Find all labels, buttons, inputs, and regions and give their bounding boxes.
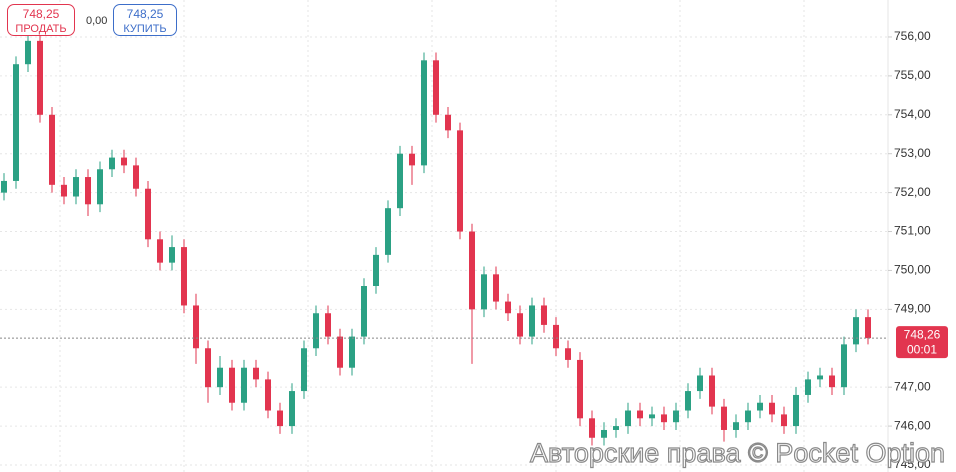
candle-body bbox=[637, 410, 643, 419]
candle-body bbox=[49, 114, 55, 185]
sell-price: 748,25 bbox=[22, 7, 60, 21]
candle-body bbox=[337, 336, 343, 368]
candle-body bbox=[217, 367, 223, 388]
candle-body bbox=[349, 336, 355, 368]
candle-body bbox=[661, 414, 667, 423]
candle-body bbox=[481, 274, 487, 310]
candle-body bbox=[601, 429, 607, 438]
candle-body bbox=[577, 359, 583, 419]
buy-price: 748,25 bbox=[126, 7, 164, 21]
candle-body bbox=[313, 313, 319, 349]
y-tick-label: 750,00 bbox=[894, 263, 931, 277]
candle-body bbox=[769, 402, 775, 415]
candle-body bbox=[613, 426, 619, 430]
candle-body bbox=[733, 422, 739, 430]
candle-body bbox=[493, 274, 499, 302]
candle-body bbox=[709, 375, 715, 407]
candle-body bbox=[109, 157, 115, 170]
candle-body bbox=[469, 231, 475, 310]
candle-body bbox=[169, 247, 175, 263]
candle-body bbox=[673, 410, 679, 423]
candle-body bbox=[781, 414, 787, 427]
candle-body bbox=[205, 348, 211, 388]
candle-body bbox=[37, 40, 43, 115]
candle-body bbox=[697, 375, 703, 392]
candle-body bbox=[421, 60, 427, 166]
buy-button[interactable]: 748,25 КУПИТЬ bbox=[113, 4, 177, 36]
candle-body bbox=[385, 208, 391, 255]
y-tick-label: 754,00 bbox=[894, 107, 931, 121]
candle-body bbox=[1, 180, 7, 193]
candle-body bbox=[289, 391, 295, 427]
y-tick-label: 756,00 bbox=[894, 29, 931, 43]
candle-body bbox=[589, 418, 595, 438]
candle-body bbox=[649, 414, 655, 419]
current-price-label: 748,26 bbox=[904, 327, 941, 341]
y-tick-label: 749,00 bbox=[894, 302, 931, 316]
candle-body bbox=[505, 301, 511, 314]
candle-body bbox=[229, 367, 235, 403]
candle-body bbox=[841, 344, 847, 388]
candle-body bbox=[13, 64, 19, 181]
candle-body bbox=[529, 305, 535, 337]
candle-body bbox=[457, 130, 463, 232]
candle-body bbox=[181, 247, 187, 306]
candle-body bbox=[817, 375, 823, 380]
candle-body bbox=[409, 153, 415, 166]
candle-body bbox=[265, 379, 271, 411]
candle-body bbox=[241, 367, 247, 403]
candle-body bbox=[373, 254, 379, 287]
spread: 0,00 bbox=[86, 15, 108, 27]
y-tick-label: 746,00 bbox=[894, 418, 931, 432]
y-tick-label: 747,00 bbox=[894, 379, 931, 393]
timer-label: 00:01 bbox=[907, 342, 937, 356]
buy-label: КУПИТЬ bbox=[123, 23, 167, 35]
price-label-box bbox=[896, 326, 948, 359]
candle-body bbox=[793, 394, 799, 427]
candle-body bbox=[193, 305, 199, 349]
candle-body bbox=[277, 410, 283, 427]
candle-body bbox=[829, 375, 835, 388]
candle-body bbox=[625, 410, 631, 427]
y-tick-label: 752,00 bbox=[894, 185, 931, 199]
candle-body bbox=[541, 305, 547, 325]
candle-body bbox=[745, 410, 751, 423]
candle-body bbox=[517, 313, 523, 337]
sell-button[interactable]: 748,25 ПРОДАТЬ bbox=[7, 4, 75, 36]
sell-label: ПРОДАТЬ bbox=[15, 23, 67, 35]
candle-body bbox=[85, 177, 91, 205]
candle-body bbox=[565, 348, 571, 360]
y-tick-label: 751,00 bbox=[894, 224, 931, 238]
candle-body bbox=[553, 324, 559, 349]
y-tick-label: 745,00 bbox=[894, 457, 931, 471]
y-tick-label: 753,00 bbox=[894, 146, 931, 160]
candle-body bbox=[721, 406, 727, 430]
candle-body bbox=[865, 317, 871, 339]
candle-body bbox=[853, 317, 859, 345]
candle-body bbox=[805, 379, 811, 395]
candle-body bbox=[445, 114, 451, 131]
candle-body bbox=[301, 348, 307, 392]
candle-body bbox=[157, 239, 163, 263]
candle-body bbox=[145, 188, 151, 240]
candle-body bbox=[433, 60, 439, 115]
candle-body bbox=[133, 165, 139, 189]
candle-body bbox=[361, 286, 367, 337]
candle-body bbox=[757, 402, 763, 411]
candle-body bbox=[97, 169, 103, 205]
candle-body bbox=[685, 391, 691, 411]
candle-body bbox=[61, 184, 67, 197]
candle-body bbox=[397, 153, 403, 209]
candle-body bbox=[73, 177, 79, 197]
candle-body bbox=[253, 367, 259, 380]
candle-body bbox=[25, 40, 31, 65]
candle-body bbox=[121, 157, 127, 166]
y-tick-label: 755,00 bbox=[894, 68, 931, 82]
watermark: Авторские права © Pocket Option bbox=[530, 438, 945, 468]
candle-body bbox=[325, 313, 331, 337]
